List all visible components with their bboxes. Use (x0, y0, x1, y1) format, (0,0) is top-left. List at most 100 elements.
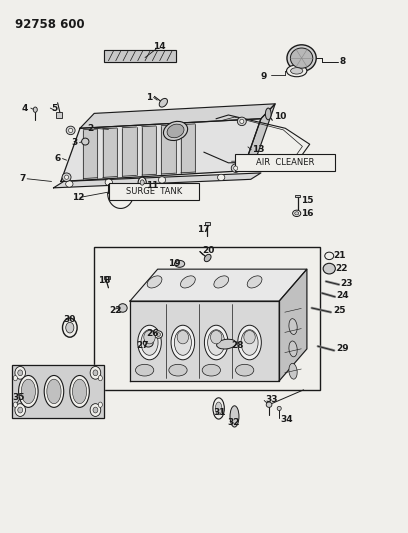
Ellipse shape (171, 325, 195, 360)
Ellipse shape (293, 210, 301, 216)
Ellipse shape (105, 179, 113, 185)
Text: 92758 600: 92758 600 (15, 18, 84, 31)
Ellipse shape (214, 276, 228, 288)
Ellipse shape (144, 339, 153, 347)
Ellipse shape (13, 375, 18, 381)
Text: 12: 12 (72, 193, 84, 202)
Text: 13: 13 (252, 145, 264, 154)
Bar (295, 195, 300, 197)
Text: 9: 9 (260, 71, 266, 80)
Ellipse shape (164, 122, 188, 141)
Polygon shape (142, 126, 156, 175)
Polygon shape (161, 125, 175, 174)
Text: 21: 21 (333, 252, 346, 260)
Ellipse shape (237, 117, 246, 126)
Text: 35: 35 (12, 393, 24, 402)
Ellipse shape (175, 261, 185, 267)
Ellipse shape (47, 379, 61, 403)
Ellipse shape (289, 364, 297, 379)
Ellipse shape (90, 403, 101, 416)
Ellipse shape (202, 365, 220, 376)
Ellipse shape (98, 402, 102, 407)
Bar (104, 50, 175, 62)
Polygon shape (61, 119, 261, 181)
Text: 22: 22 (110, 305, 122, 314)
Ellipse shape (241, 330, 258, 356)
Text: 30: 30 (64, 315, 76, 324)
Ellipse shape (64, 175, 69, 179)
Text: 7: 7 (20, 174, 26, 183)
Ellipse shape (289, 341, 297, 357)
Text: 16: 16 (301, 209, 313, 218)
Ellipse shape (244, 330, 255, 344)
Polygon shape (279, 269, 307, 381)
Polygon shape (130, 269, 307, 301)
Text: 33: 33 (265, 395, 277, 404)
Ellipse shape (290, 68, 303, 74)
Ellipse shape (66, 322, 74, 333)
Ellipse shape (156, 333, 160, 336)
Ellipse shape (141, 330, 158, 356)
Text: 1: 1 (146, 93, 153, 102)
Ellipse shape (66, 181, 73, 187)
Ellipse shape (70, 375, 89, 407)
Text: 2: 2 (87, 124, 93, 133)
Text: 19: 19 (168, 260, 181, 268)
Ellipse shape (158, 177, 166, 183)
Text: 11: 11 (146, 181, 159, 190)
Polygon shape (80, 104, 275, 128)
Ellipse shape (66, 126, 75, 135)
Bar (205, 222, 210, 225)
Ellipse shape (289, 319, 297, 335)
Ellipse shape (204, 254, 211, 262)
FancyBboxPatch shape (109, 183, 199, 200)
Ellipse shape (177, 330, 188, 344)
Text: 20: 20 (202, 246, 214, 255)
Text: 8: 8 (339, 58, 346, 66)
Ellipse shape (323, 263, 335, 274)
Ellipse shape (208, 330, 225, 356)
Ellipse shape (135, 365, 154, 376)
Ellipse shape (277, 406, 281, 410)
Polygon shape (122, 127, 137, 176)
Ellipse shape (266, 402, 272, 407)
Ellipse shape (90, 367, 101, 379)
Ellipse shape (238, 325, 262, 360)
Bar (104, 276, 110, 279)
FancyBboxPatch shape (235, 154, 335, 171)
Bar (56, 112, 62, 118)
Text: SURGE  TANK: SURGE TANK (126, 187, 182, 196)
Text: 6: 6 (55, 154, 61, 163)
Ellipse shape (174, 330, 191, 356)
Ellipse shape (138, 325, 161, 360)
Ellipse shape (98, 375, 102, 381)
Polygon shape (243, 104, 275, 171)
Ellipse shape (33, 107, 37, 112)
Ellipse shape (15, 403, 25, 416)
Text: 10: 10 (274, 112, 286, 121)
Ellipse shape (154, 331, 162, 338)
Ellipse shape (287, 45, 316, 71)
Ellipse shape (44, 375, 64, 407)
Ellipse shape (18, 407, 23, 413)
Ellipse shape (247, 276, 262, 288)
Ellipse shape (21, 379, 35, 403)
Bar (94, 247, 320, 390)
Ellipse shape (118, 304, 127, 312)
Text: 27: 27 (137, 341, 149, 350)
Polygon shape (53, 173, 261, 188)
Ellipse shape (211, 330, 222, 344)
Text: 28: 28 (232, 341, 244, 350)
Text: AIR  CLEANER: AIR CLEANER (256, 158, 315, 167)
Text: 22: 22 (335, 264, 348, 273)
Text: 23: 23 (341, 279, 353, 288)
Polygon shape (83, 129, 98, 179)
Bar (12, 365, 104, 418)
Ellipse shape (286, 65, 307, 77)
Ellipse shape (235, 365, 254, 376)
Ellipse shape (180, 276, 195, 288)
Ellipse shape (217, 174, 225, 181)
Ellipse shape (147, 276, 162, 288)
Text: 24: 24 (337, 291, 349, 300)
Ellipse shape (73, 379, 86, 403)
